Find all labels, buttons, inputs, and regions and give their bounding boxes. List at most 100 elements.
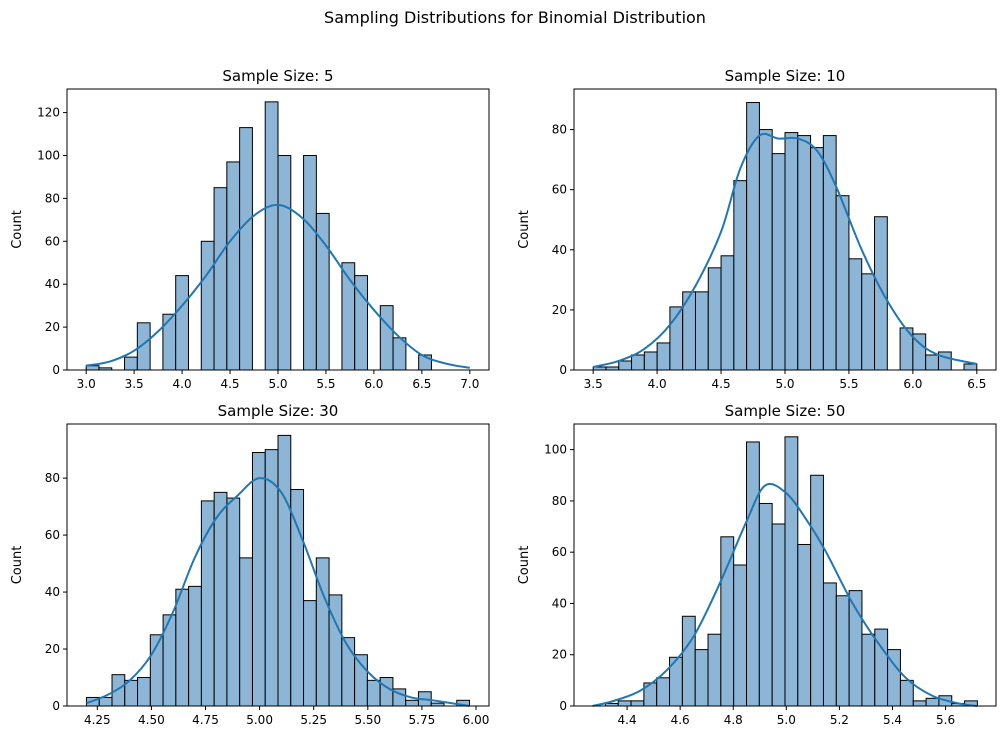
y-tick-label: 60 xyxy=(45,234,60,248)
histogram-bar xyxy=(707,267,722,371)
histogram-bar xyxy=(925,354,939,371)
kde-curve xyxy=(86,203,470,369)
histogram-bar xyxy=(124,356,138,371)
axes-frame xyxy=(66,423,490,707)
y-tick-label: 40 xyxy=(552,243,567,257)
histogram-bars xyxy=(85,101,432,371)
x-tick-label: 4.50 xyxy=(138,713,165,727)
histogram-bar xyxy=(720,255,735,371)
x-tick-label: 4.5 xyxy=(220,377,239,391)
histogram-bar xyxy=(899,679,914,707)
histogram-bar xyxy=(226,497,241,707)
histogram-bar xyxy=(213,187,228,371)
histogram-bar xyxy=(213,491,228,707)
chart-panel-3: 4.25 4.50 4.75 5.00 5.25 5.50 5.75 6.00 0 20 40 60 8… xyxy=(10,402,490,727)
x-tick-label: 5.6 xyxy=(936,713,955,727)
x-tick-label: 5.00 xyxy=(246,713,273,727)
x-tick-label: 6.5 xyxy=(412,377,431,391)
x-tick-label: 6.00 xyxy=(463,713,490,727)
y-tick-label: 20 xyxy=(552,648,567,662)
chart-panel-4: 4.4 4.6 4.8 5.0 5.2 5.4 5.6 0 20 40 60 80 100 Sample … xyxy=(517,402,997,727)
histogram-bar xyxy=(264,449,279,707)
histogram-bar xyxy=(162,313,177,371)
y-tick-label: 0 xyxy=(52,699,60,713)
chart-panel-2: 3.5 4.0 4.5 5.0 5.5 6.0 6.5 0 20 40 60 80 Sample Siz… xyxy=(517,67,997,391)
y-tick-label: 60 xyxy=(552,545,567,559)
x-tick-label: 5.0 xyxy=(777,713,796,727)
histogram-bar xyxy=(746,441,760,707)
histogram-bar xyxy=(643,351,658,371)
y-tick-label: 20 xyxy=(45,320,60,334)
histogram-bar xyxy=(239,557,253,707)
x-tick-label: 5.0 xyxy=(775,377,794,391)
y-tick-label: 20 xyxy=(45,642,60,656)
y-tick-label: 0 xyxy=(559,363,567,377)
histogram-bar xyxy=(694,649,709,707)
histogram-bars xyxy=(592,102,978,371)
kde-curve xyxy=(592,132,978,368)
histogram-bar xyxy=(175,275,189,371)
histogram-bar xyxy=(405,699,419,707)
histogram-bar xyxy=(290,489,305,707)
histogram-bar xyxy=(226,161,241,371)
histogram-bar xyxy=(912,700,927,707)
figure-suptitle: Sampling Distributions for Binomial Dist… xyxy=(324,8,706,27)
x-tick-label: 4.0 xyxy=(648,377,667,391)
histogram-bar xyxy=(797,135,812,371)
x-tick-label: 5.5 xyxy=(316,377,335,391)
y-tick-label: 0 xyxy=(52,363,60,377)
y-tick-label: 80 xyxy=(552,494,567,508)
kde-curve xyxy=(86,477,470,707)
histogram-bar xyxy=(379,677,394,707)
y-tick-label: 40 xyxy=(45,585,60,599)
x-tick-label: 6.0 xyxy=(364,377,383,391)
axes-frame xyxy=(573,423,997,707)
y-tick-label: 60 xyxy=(552,183,567,197)
x-tick-label: 5.5 xyxy=(839,377,858,391)
x-tick-label: 4.4 xyxy=(618,713,637,727)
histogram-bar xyxy=(188,585,202,707)
histogram-bar xyxy=(175,588,190,707)
histogram-bar xyxy=(835,195,850,371)
panel-title: Sample Size: 50 xyxy=(725,402,846,420)
y-tick-label: 40 xyxy=(552,596,567,610)
x-tick-label: 5.25 xyxy=(300,713,327,727)
x-tick-label: 5.4 xyxy=(883,713,902,727)
y-tick-label: 80 xyxy=(45,191,60,205)
y-tick-label: 100 xyxy=(37,148,60,162)
histogram-bar xyxy=(656,677,671,707)
panel-title: Sample Size: 30 xyxy=(218,402,339,420)
y-tick-label: 80 xyxy=(45,471,60,485)
histogram-bar xyxy=(963,363,978,371)
kde-curve xyxy=(592,482,978,707)
x-tick-label: 4.8 xyxy=(724,713,743,727)
histogram-bar xyxy=(656,342,671,371)
histogram-bar xyxy=(631,354,645,371)
x-tick-label: 4.5 xyxy=(712,377,731,391)
x-tick-label: 3.5 xyxy=(125,377,144,391)
histogram-bar xyxy=(771,153,786,371)
y-axis-label: Count xyxy=(517,546,532,585)
y-tick-label: 20 xyxy=(552,303,567,317)
y-tick-label: 80 xyxy=(552,123,567,137)
histogram-bar xyxy=(784,132,799,371)
histogram-bar xyxy=(874,216,888,371)
histogram-bar xyxy=(617,700,632,707)
histogram-bar xyxy=(392,337,407,371)
histogram-bar xyxy=(137,677,151,707)
histogram-bar xyxy=(366,679,381,707)
x-tick-label: 5.75 xyxy=(409,713,436,727)
x-tick-label: 6.5 xyxy=(967,377,986,391)
y-tick-label: 40 xyxy=(45,277,60,291)
histogram-bar xyxy=(733,180,748,371)
histogram-bar xyxy=(720,536,735,707)
x-tick-label: 7.0 xyxy=(460,377,479,391)
histogram-bar xyxy=(758,502,773,707)
chart-panel-1: 3.0 3.5 4.0 4.5 5.0 5.5 6.0 6.5 7.0 0 20 40 60 80 100 1… xyxy=(10,67,490,391)
x-tick-label: 5.50 xyxy=(354,713,381,727)
histogram-bar xyxy=(239,127,253,371)
x-tick-label: 4.25 xyxy=(84,713,111,727)
x-tick-label: 5.2 xyxy=(830,713,849,727)
histogram-bar xyxy=(758,129,773,371)
histogram-bar xyxy=(810,474,824,707)
